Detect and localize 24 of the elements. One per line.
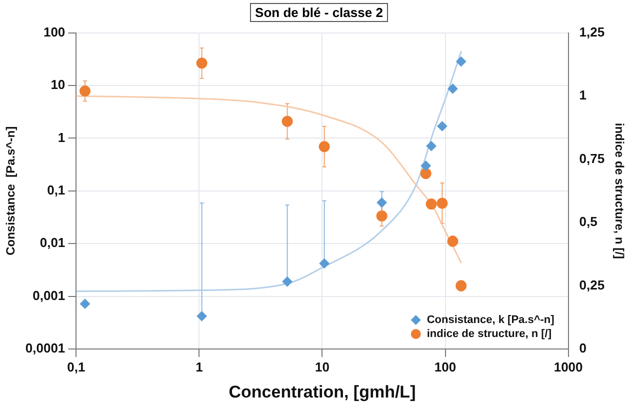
x-tick-label: 100	[434, 359, 456, 374]
y2-tick-label: 1,25	[579, 24, 605, 40]
chart-title: Son de blé - classe 2	[250, 3, 388, 22]
x-axis-title: Concentration, [gmh/L]	[228, 382, 416, 402]
y2-tick-label: 0,5	[579, 214, 598, 230]
x-tick-label: 10	[314, 359, 330, 374]
y-axis-title: Consistance [Pa.s^-n]	[4, 126, 18, 256]
y-tick-label: 0,0001	[25, 340, 66, 356]
y2-tick-label: 0,75	[579, 150, 605, 166]
y2-tick-label: 0,25	[579, 277, 605, 292]
x-tick-label: 1000	[554, 359, 583, 374]
y-tick-label: 0,1	[47, 182, 66, 198]
y-tick-label: 0,01	[40, 235, 66, 250]
y-tick-label: 0,001	[32, 288, 66, 303]
legend-label: Consistance, k [Pa.s^-n]	[426, 314, 555, 326]
y2-tick-label: 0	[579, 340, 587, 356]
y2-axis-title: indice de structure, n [/]	[612, 122, 626, 259]
legend-label: indice de structure, n [/]	[426, 328, 552, 340]
x-tick-label: 1	[196, 359, 203, 374]
y-tick-label: 10	[50, 77, 66, 92]
x-tick-label: 0,1	[67, 359, 86, 374]
y-tick-label: 1	[58, 130, 66, 145]
y-tick-label: 100	[43, 24, 66, 40]
y2-tick-label: 1	[579, 88, 587, 103]
